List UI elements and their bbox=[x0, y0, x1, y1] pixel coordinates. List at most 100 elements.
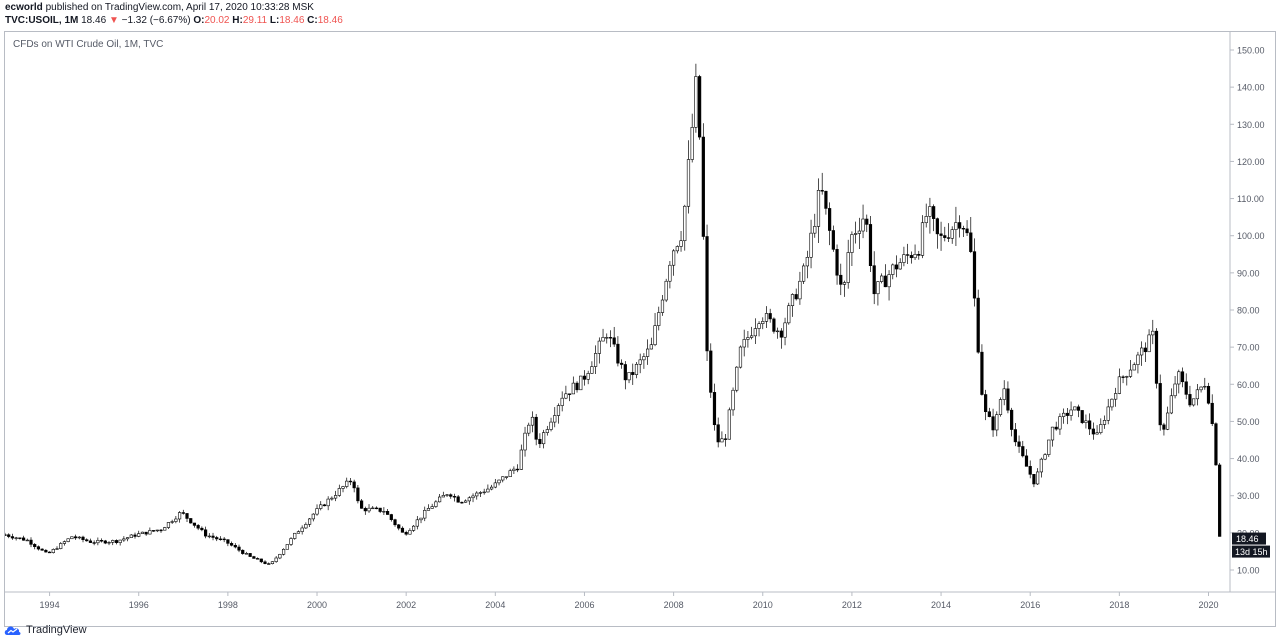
candle-body bbox=[148, 530, 152, 535]
chart-frame[interactable]: CFDs on WTI Crude Oil, 1M, TVC 10.0020.0… bbox=[4, 31, 1276, 627]
candle-body bbox=[96, 540, 100, 544]
time-tick-label: 1998 bbox=[218, 600, 238, 610]
candle-body bbox=[1006, 388, 1010, 411]
price-chart[interactable]: CFDs on WTI Crude Oil, 1M, TVC 10.0020.0… bbox=[5, 32, 1275, 626]
candle-body bbox=[25, 539, 29, 542]
candle-body bbox=[627, 372, 631, 381]
candle-body bbox=[660, 299, 665, 313]
time-axis[interactable]: 1994 1996 1998 2000 2002 2004 2006 2008 2010 2012… bbox=[40, 592, 1219, 610]
candle-body bbox=[356, 487, 360, 502]
candle-body bbox=[701, 136, 705, 237]
candle-body bbox=[1076, 406, 1081, 411]
candle-body bbox=[842, 282, 847, 285]
candle-body bbox=[1073, 406, 1077, 411]
candle-body bbox=[508, 470, 512, 478]
candle-body bbox=[943, 235, 947, 238]
candle-body bbox=[750, 335, 754, 338]
publish-info: ecworld published on TradingView.com, Ap… bbox=[5, 2, 314, 13]
candle-body bbox=[333, 495, 338, 499]
candle-body bbox=[426, 508, 431, 511]
published-text: published on TradingView.com, April 17, … bbox=[45, 2, 314, 13]
candle-body bbox=[716, 424, 720, 443]
candle-body bbox=[839, 274, 843, 285]
candle-body bbox=[1095, 432, 1099, 435]
candle-body bbox=[694, 76, 698, 128]
candle-body bbox=[475, 492, 479, 497]
candle-body bbox=[1102, 420, 1107, 425]
candle-body bbox=[902, 254, 906, 263]
candle-body bbox=[471, 495, 475, 499]
price-tick-label: 10.00 bbox=[1237, 566, 1260, 576]
candle-body bbox=[337, 488, 341, 496]
candle-body bbox=[177, 512, 182, 520]
candle-body bbox=[99, 540, 104, 542]
candle-body bbox=[408, 530, 412, 535]
candle-body bbox=[802, 265, 806, 282]
candle-body bbox=[400, 527, 405, 533]
candle-body bbox=[1002, 388, 1006, 400]
candle-body bbox=[281, 548, 286, 555]
candle-body bbox=[1028, 466, 1032, 475]
candle-body bbox=[564, 393, 568, 399]
candle-body bbox=[850, 234, 854, 253]
candle-body bbox=[939, 233, 943, 236]
time-tick-label: 2016 bbox=[1020, 600, 1040, 610]
candle-body bbox=[594, 353, 598, 367]
chart-title: CFDs on WTI Crude Oil, 1M, TVC bbox=[13, 39, 163, 50]
candle-body bbox=[47, 551, 52, 554]
candle-body bbox=[289, 538, 293, 545]
candle-body bbox=[200, 527, 204, 531]
candle-body bbox=[322, 504, 327, 507]
candle-body bbox=[419, 517, 423, 521]
candle-body bbox=[538, 438, 542, 445]
candle-body bbox=[449, 494, 453, 497]
candle-body bbox=[255, 558, 260, 560]
candle-body bbox=[835, 249, 839, 276]
candle-body bbox=[460, 501, 464, 504]
candle-body bbox=[1036, 471, 1040, 485]
candle-body bbox=[293, 532, 297, 539]
candle-body bbox=[55, 548, 59, 550]
candle-body bbox=[928, 206, 932, 217]
candle-body bbox=[675, 246, 679, 252]
time-tick-label: 2010 bbox=[753, 600, 773, 610]
change-down-icon: ▼ bbox=[108, 15, 119, 26]
candle-body bbox=[151, 530, 156, 532]
candle-body bbox=[824, 190, 828, 209]
candle-body bbox=[906, 254, 910, 256]
price-tick-label: 150.00 bbox=[1237, 46, 1265, 56]
candle-body bbox=[300, 527, 304, 532]
candle-body bbox=[81, 536, 85, 540]
candles bbox=[5, 63, 1222, 565]
candle-body bbox=[125, 537, 130, 540]
candle-body bbox=[601, 337, 605, 342]
candle-body bbox=[690, 127, 694, 160]
candle-body bbox=[616, 343, 620, 364]
candle-body bbox=[166, 522, 171, 528]
candle-body bbox=[969, 232, 973, 252]
candle-body bbox=[59, 543, 63, 549]
candle-body bbox=[1132, 364, 1136, 371]
candle-body bbox=[196, 525, 200, 529]
candle-body bbox=[1091, 428, 1095, 435]
candle-body bbox=[371, 507, 375, 510]
time-tick-label: 2006 bbox=[574, 600, 594, 610]
candle-body bbox=[285, 544, 289, 550]
candle-body bbox=[560, 397, 564, 406]
candle-body bbox=[29, 539, 33, 545]
candle-body bbox=[638, 359, 642, 365]
candle-body bbox=[631, 372, 635, 375]
candle-body bbox=[1188, 394, 1192, 406]
last-price-badge bbox=[1232, 532, 1266, 545]
price-axis[interactable]: 10.0020.0030.0040.0050.0060.0070.0080.00… bbox=[1230, 46, 1265, 576]
candle-body bbox=[894, 264, 899, 270]
candle-body bbox=[1173, 383, 1177, 397]
time-tick-label: 2004 bbox=[485, 600, 505, 610]
candle-body bbox=[764, 313, 769, 322]
candle-body bbox=[772, 318, 776, 332]
candle-body bbox=[787, 305, 791, 324]
candle-body bbox=[70, 536, 74, 540]
candle-body bbox=[542, 432, 546, 445]
candle-body bbox=[482, 491, 486, 494]
candle-body bbox=[107, 542, 111, 544]
